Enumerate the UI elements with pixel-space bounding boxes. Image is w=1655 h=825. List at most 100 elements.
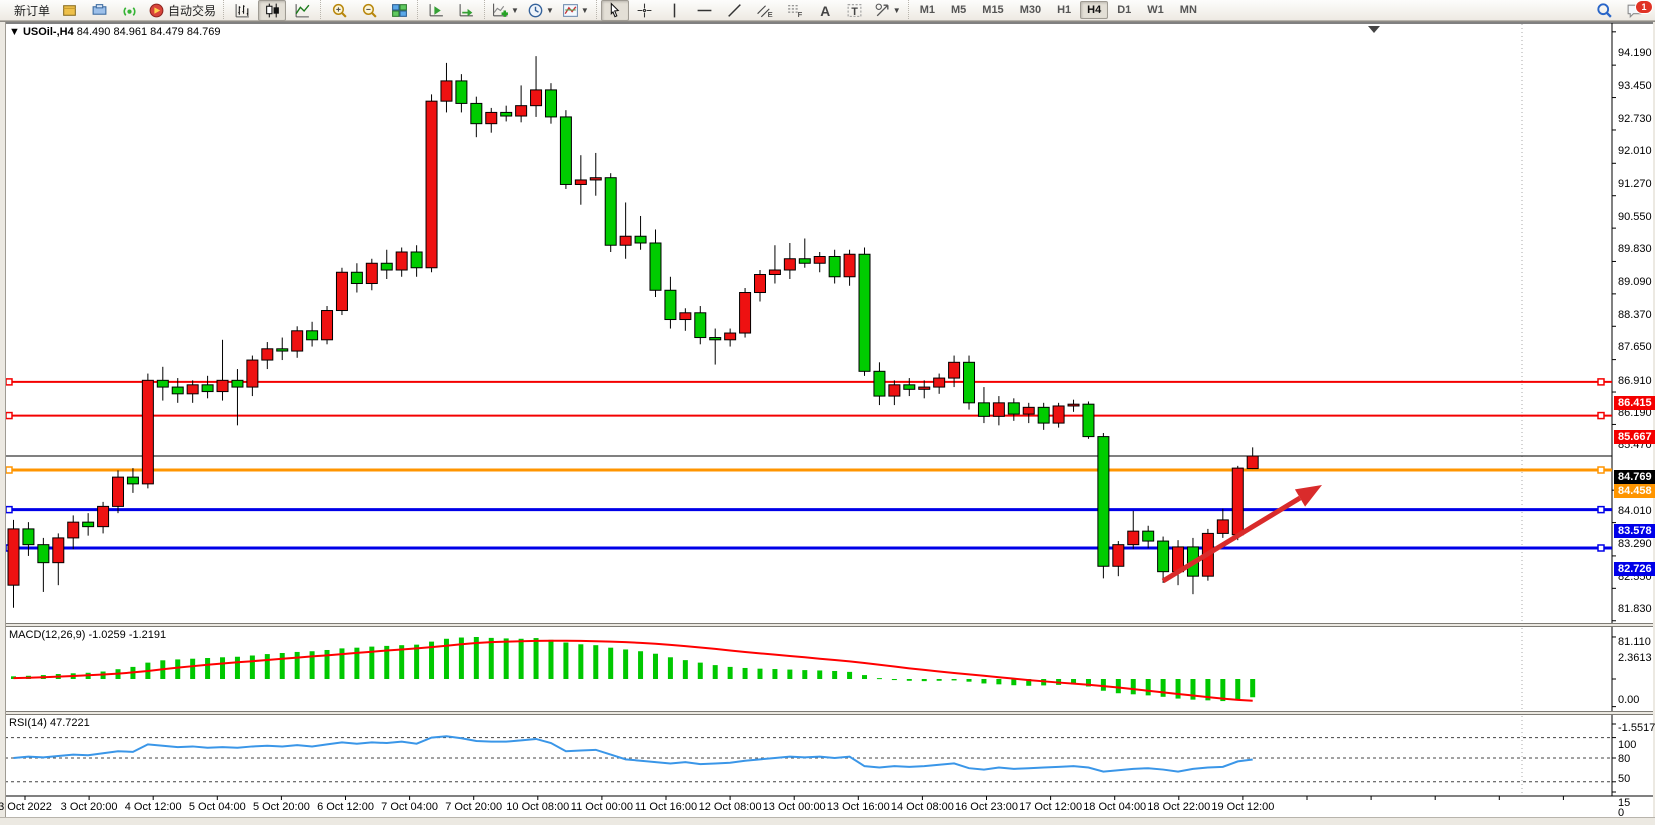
price-badge-86.415: 86.415 xyxy=(1614,395,1655,410)
macd-panel[interactable] xyxy=(11,636,1256,702)
trendline-tool-icon[interactable] xyxy=(721,0,749,21)
crosshair-tool-icon[interactable] xyxy=(631,0,659,21)
timeframe-m5-button[interactable]: M5 xyxy=(951,4,967,16)
main-toolbar: 新订单 自动交易 ▼ ▼ ▼ E F A T ▼ M1 M5 M15 M30 H1 H4 D1 W1 MN 1 xyxy=(0,0,1655,21)
timeframe-d1-button[interactable]: D1 xyxy=(1117,4,1132,16)
chat-unread-badge: 1 xyxy=(1635,0,1653,14)
chart-symbol-title: ▼ USOil-,H4 84.490 84.961 84.479 84.769 xyxy=(9,26,221,38)
timeframe-m1-button[interactable]: M1 xyxy=(919,4,935,16)
market-watch-icon[interactable] xyxy=(85,0,113,21)
macd-histogram-bar xyxy=(339,648,345,679)
macd-histogram-bar xyxy=(1026,679,1032,686)
candle-body xyxy=(425,100,438,269)
indicators-icon[interactable]: ▼ xyxy=(489,0,522,21)
timeframe-m15-button[interactable]: M15 xyxy=(982,4,1004,16)
price-chart-canvas[interactable] xyxy=(0,22,1655,824)
price-tick-label: 92.010 xyxy=(1618,144,1652,157)
chart-shift-marker[interactable] xyxy=(1368,26,1380,33)
text-label-tool-icon[interactable]: T xyxy=(841,0,869,21)
templates-icon[interactable]: ▼ xyxy=(559,0,592,21)
bar-chart-mode-icon[interactable] xyxy=(228,0,256,21)
rsi-splitter[interactable] xyxy=(0,711,1655,715)
trend-arrow-head[interactable] xyxy=(1294,485,1322,507)
price-tick-label: 89.090 xyxy=(1618,276,1652,289)
symbol-dropdown-arrow[interactable]: ▼ xyxy=(9,26,20,38)
candle-body xyxy=(1007,402,1020,415)
search-icon[interactable] xyxy=(1590,0,1618,21)
timeframe-w1-button[interactable]: W1 xyxy=(1147,4,1164,16)
channel-tool-icon[interactable]: E xyxy=(751,0,779,21)
macd-histogram-bar xyxy=(876,678,882,680)
plot-background[interactable] xyxy=(5,22,1612,796)
zoom-in-icon[interactable] xyxy=(325,0,353,21)
macd-histogram-bar xyxy=(742,667,748,679)
rsi-line xyxy=(13,735,1253,773)
fibonacci-tool-icon[interactable]: F xyxy=(781,0,809,21)
macd-splitter[interactable] xyxy=(0,623,1655,627)
candle-body xyxy=(246,359,259,388)
macd-histogram-bar xyxy=(1220,679,1226,702)
price-tick-label: 86.910 xyxy=(1618,374,1652,387)
hline-anchor[interactable] xyxy=(5,466,13,474)
candle-body xyxy=(1157,540,1170,573)
hline-anchor[interactable] xyxy=(5,505,13,514)
autotrading-icon[interactable]: 自动交易 xyxy=(145,0,219,21)
hline-anchor[interactable] xyxy=(5,378,13,386)
candle-body xyxy=(37,544,50,564)
timeframe-h1-button[interactable]: H1 xyxy=(1057,4,1072,16)
vertical-line-tool-icon[interactable] xyxy=(661,0,689,21)
trend-arrow-line[interactable] xyxy=(1161,495,1302,584)
auto-scroll-icon[interactable] xyxy=(422,0,450,21)
macd-histogram-bar xyxy=(458,637,464,679)
shapes-tool-icon[interactable]: ▼ xyxy=(871,0,904,21)
zoom-out-icon[interactable] xyxy=(355,0,383,21)
macd-histogram-bar xyxy=(966,679,972,682)
macd-histogram-bar xyxy=(175,659,181,679)
macd-histogram-bar xyxy=(832,670,838,679)
periods-icon[interactable]: ▼ xyxy=(524,0,557,21)
candle-body xyxy=(604,177,617,246)
hline-anchor[interactable] xyxy=(5,411,13,420)
macd-histogram-bar xyxy=(1250,679,1256,698)
toolbar-group-insert: ▼ ▼ ▼ xyxy=(484,0,596,21)
candle-body xyxy=(619,235,632,246)
time-axis-label: 19 Oct 12:00 xyxy=(1211,801,1275,813)
timeframe-m30-button[interactable]: M30 xyxy=(1019,4,1042,16)
price-tick-label: 81.830 xyxy=(1618,603,1652,616)
hline-anchor[interactable] xyxy=(1597,505,1605,514)
macd-histogram-bar xyxy=(220,657,226,679)
chart-window[interactable]: ▼ USOil-,H4 84.490 84.961 84.479 84.769 … xyxy=(0,21,1655,825)
candle-body xyxy=(783,258,796,271)
timeframe-mn-button[interactable]: MN xyxy=(1179,4,1197,16)
macd-histogram-bar xyxy=(369,646,375,679)
candle-body xyxy=(813,255,826,264)
rsi-panel[interactable] xyxy=(5,735,1612,783)
macd-histogram-bar xyxy=(951,679,957,681)
tile-windows-icon[interactable] xyxy=(385,0,413,21)
chart-shift-icon[interactable] xyxy=(452,0,480,21)
hline-anchor[interactable] xyxy=(1597,378,1605,386)
hline-anchor[interactable] xyxy=(1597,411,1605,420)
candle-body xyxy=(485,111,498,125)
chat-icon[interactable]: 1 xyxy=(1620,0,1653,21)
hline-anchor[interactable] xyxy=(1597,544,1605,552)
horizontal-line-tool-icon[interactable] xyxy=(691,0,719,21)
time-axis-label: 17 Oct 12:00 xyxy=(1019,801,1083,813)
timeframe-h4-button[interactable]: H4 xyxy=(1080,1,1109,19)
text-tool-icon[interactable]: A xyxy=(811,0,839,21)
line-chart-mode-icon[interactable] xyxy=(288,0,316,21)
signal-icon[interactable] xyxy=(115,0,143,21)
candle-body xyxy=(798,258,811,264)
price-tick-label: 83.290 xyxy=(1618,537,1652,550)
macd-histogram-bar xyxy=(578,644,584,679)
time-axis-label: 13 Oct 00:00 xyxy=(762,801,826,813)
macd-histogram-bar xyxy=(1100,679,1106,691)
cursor-tool-icon[interactable] xyxy=(600,0,629,21)
macd-histogram-bar xyxy=(787,669,793,679)
new-order-icon[interactable]: 新订单 xyxy=(14,3,51,18)
gold-note-icon[interactable] xyxy=(55,0,83,21)
candle-body xyxy=(216,379,229,393)
candlestick-mode-icon[interactable] xyxy=(258,0,287,21)
hline-anchor[interactable] xyxy=(1597,466,1605,474)
macd-histogram-bar xyxy=(1235,679,1241,700)
